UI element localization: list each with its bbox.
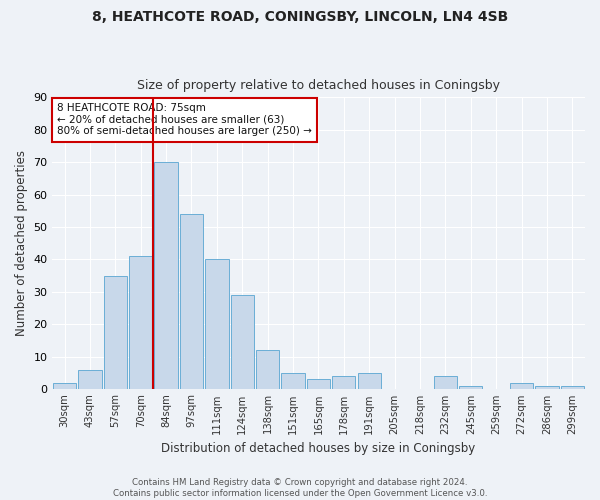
Bar <box>332 376 355 389</box>
Bar <box>434 376 457 389</box>
Bar <box>78 370 101 389</box>
Bar <box>205 260 229 389</box>
Bar <box>459 386 482 389</box>
Bar <box>230 295 254 389</box>
Text: Contains HM Land Registry data © Crown copyright and database right 2024.
Contai: Contains HM Land Registry data © Crown c… <box>113 478 487 498</box>
Bar <box>180 214 203 389</box>
X-axis label: Distribution of detached houses by size in Coningsby: Distribution of detached houses by size … <box>161 442 476 455</box>
Bar <box>535 386 559 389</box>
Bar <box>281 373 305 389</box>
Bar <box>53 382 76 389</box>
Text: 8, HEATHCOTE ROAD, CONINGSBY, LINCOLN, LN4 4SB: 8, HEATHCOTE ROAD, CONINGSBY, LINCOLN, L… <box>92 10 508 24</box>
Title: Size of property relative to detached houses in Coningsby: Size of property relative to detached ho… <box>137 79 500 92</box>
Bar <box>510 382 533 389</box>
Bar <box>358 373 381 389</box>
Bar <box>256 350 280 389</box>
Bar <box>560 386 584 389</box>
Bar <box>129 256 152 389</box>
Bar <box>104 276 127 389</box>
Y-axis label: Number of detached properties: Number of detached properties <box>15 150 28 336</box>
Bar <box>154 162 178 389</box>
Bar <box>307 380 330 389</box>
Text: 8 HEATHCOTE ROAD: 75sqm
← 20% of detached houses are smaller (63)
80% of semi-de: 8 HEATHCOTE ROAD: 75sqm ← 20% of detache… <box>57 103 312 136</box>
